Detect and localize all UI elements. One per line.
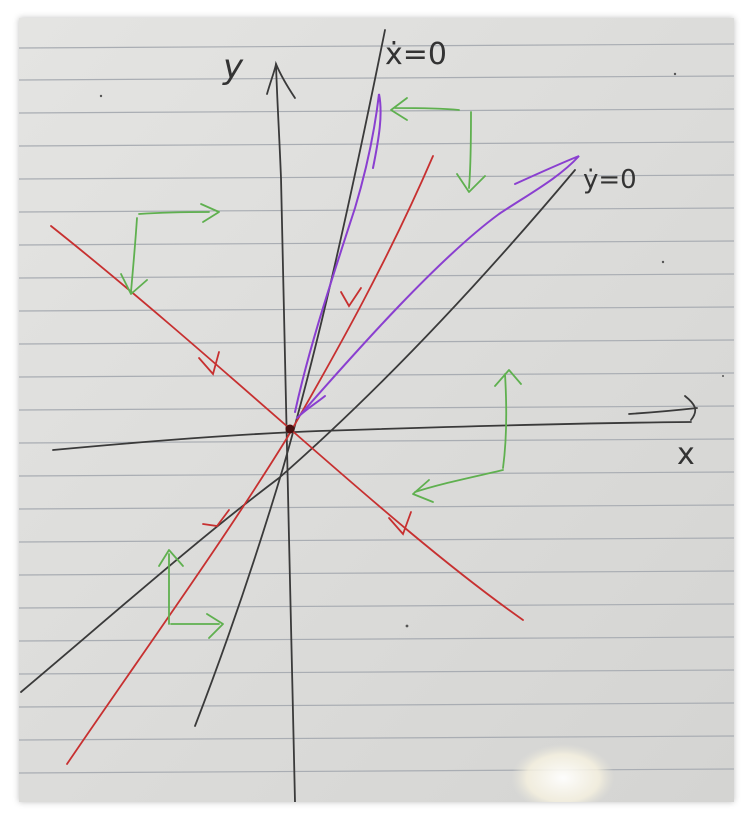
unstable-eigenline bbox=[66, 155, 434, 765]
y-axis-arrowhead bbox=[266, 60, 296, 99]
direction-arrow-upper-left bbox=[120, 203, 220, 295]
y-axis-label: y bbox=[222, 47, 244, 87]
equilibrium-point bbox=[285, 424, 295, 434]
direction-arrow-lower-left bbox=[158, 549, 224, 639]
x-axis-arrowhead bbox=[628, 395, 698, 421]
light-glare bbox=[511, 744, 615, 802]
unstable-arrow-upper bbox=[340, 287, 362, 308]
unstable-arrow-lower bbox=[202, 509, 230, 527]
x-axis bbox=[52, 421, 692, 451]
ydot-nullcline bbox=[20, 169, 576, 693]
xdot-nullcline-label: ẋ=0 bbox=[385, 37, 447, 72]
stable-arrow-upper bbox=[198, 351, 220, 376]
purple-trajectory-lower bbox=[300, 155, 580, 415]
ydot-nullcline-label: ẏ=0 bbox=[583, 165, 637, 195]
x-axis-label: x bbox=[677, 437, 695, 472]
xdot-nullcline bbox=[194, 29, 386, 727]
ruled-lines bbox=[19, 43, 734, 774]
purple-trajectory-origin bbox=[296, 395, 326, 419]
purple-trajectory-upper bbox=[294, 93, 382, 413]
notebook-photo: y x ẋ=0 ẏ=0 bbox=[19, 18, 734, 802]
paper-specks bbox=[99, 72, 724, 628]
stable-arrow-lower bbox=[388, 511, 412, 536]
paper-background bbox=[19, 18, 734, 802]
phase-portrait-sketch: y x ẋ=0 ẏ=0 bbox=[19, 18, 734, 802]
direction-arrow-upper-right bbox=[390, 97, 486, 193]
direction-arrow-right bbox=[412, 369, 522, 503]
